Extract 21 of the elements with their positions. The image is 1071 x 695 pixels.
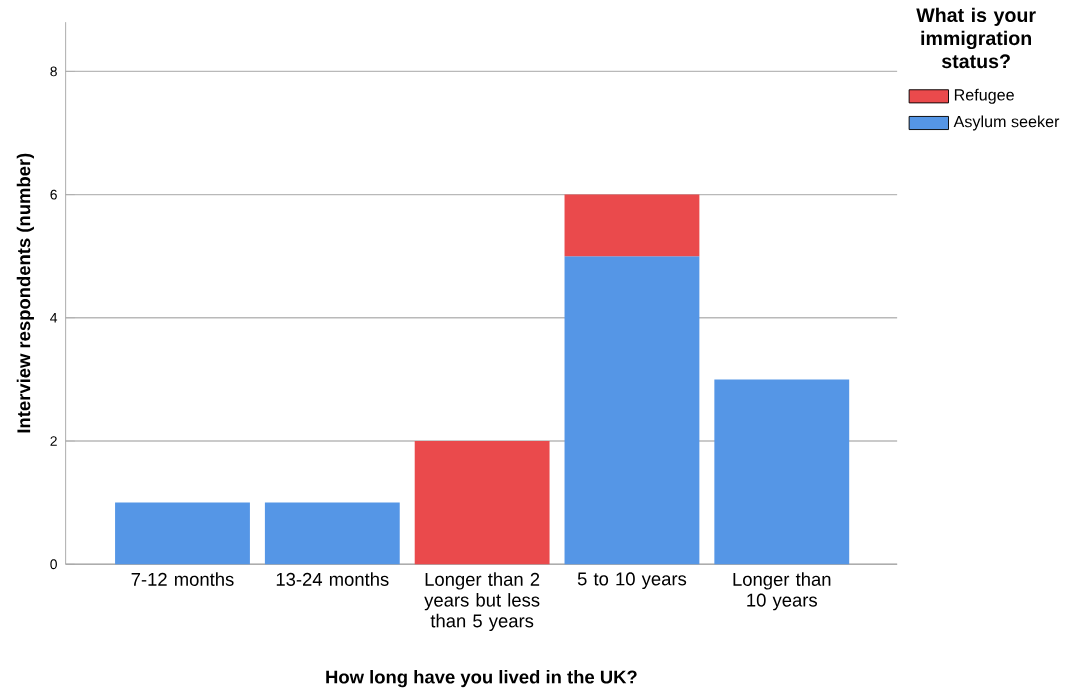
y-tick-label: 0 [50, 559, 57, 570]
x-tick-label: 7-12 months [131, 572, 234, 586]
bar [414, 441, 550, 565]
y-tick-label: 6 [50, 189, 57, 200]
bar [564, 256, 700, 565]
bar [115, 502, 250, 565]
bar [264, 502, 400, 565]
y-tick-label: 2 [50, 436, 57, 446]
x-tick-label: Longer than 10 years [733, 572, 831, 611]
y-tick-label: 4 [50, 313, 58, 323]
x-tick-label: Longer than 2 years but less than 5 years [424, 572, 540, 632]
bar [714, 379, 850, 565]
legend-label: Asylum seeker [953, 115, 1060, 131]
x-tick-label: 13-24 months [276, 572, 389, 586]
legend-title: What is your immigration status? [916, 7, 1036, 69]
y-tick-label: 8 [50, 66, 57, 77]
legend-label: Refugee [954, 88, 1014, 104]
x-tick-label: 5 to 10 years [577, 572, 687, 590]
x-axis-title: How long have you lived in the UK? [326, 669, 637, 688]
bar [564, 194, 700, 257]
y-axis-title: Interview respondents (number) [16, 153, 34, 433]
